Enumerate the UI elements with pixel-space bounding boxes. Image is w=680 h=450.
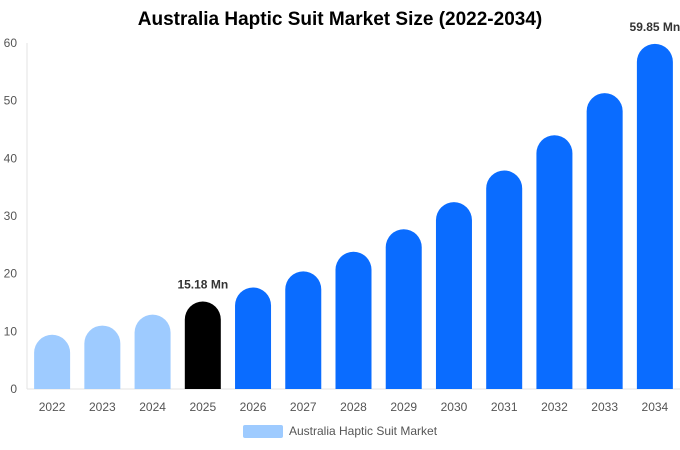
x-tick-label-2034: 2034 <box>642 400 669 414</box>
bar-2030[interactable] <box>435 202 472 389</box>
x-tick-label-2022: 2022 <box>39 400 66 414</box>
x-tick-label-2029: 2029 <box>390 400 417 414</box>
x-tick-label-2027: 2027 <box>290 400 317 414</box>
bar-2031[interactable] <box>486 170 523 389</box>
x-tick-label-2031: 2031 <box>491 400 518 414</box>
y-tick-label: 30 <box>4 209 18 223</box>
x-tick-label-2026: 2026 <box>240 400 267 414</box>
bar-2024[interactable] <box>134 314 171 389</box>
y-tick-label: 40 <box>4 151 18 165</box>
x-tick-label-2024: 2024 <box>139 400 166 414</box>
x-tick-label-2033: 2033 <box>591 400 618 414</box>
y-tick-label: 10 <box>4 324 18 338</box>
x-tick-label-2025: 2025 <box>189 400 216 414</box>
chart-title: Australia Haptic Suit Market Size (2022-… <box>137 9 543 30</box>
x-tick-label-2023: 2023 <box>89 400 116 414</box>
data-label-2034: 59.85 Mn <box>630 20 680 34</box>
bar-2027[interactable] <box>285 271 322 389</box>
y-tick-label: 50 <box>4 94 18 108</box>
x-tick-label-2030: 2030 <box>441 400 468 414</box>
y-tick-label: 0 <box>10 382 17 396</box>
y-tick-label: 60 <box>4 36 18 50</box>
legend-label: Australia Haptic Suit Market <box>288 424 438 438</box>
legend-swatch <box>242 424 283 438</box>
bar-2022[interactable] <box>34 334 71 389</box>
legend[interactable]: Australia Haptic Suit Market <box>0 424 680 438</box>
bar-2029[interactable] <box>385 229 422 389</box>
bar-2034[interactable] <box>636 43 673 390</box>
bar-2026[interactable] <box>235 287 272 389</box>
bar-2032[interactable] <box>536 135 573 389</box>
data-label-2025: 15.18 Mn <box>177 277 228 291</box>
y-tick-label: 20 <box>4 267 18 281</box>
bar-2028[interactable] <box>335 251 372 389</box>
x-tick-label-2028: 2028 <box>340 400 367 414</box>
bar-2033[interactable] <box>586 93 623 390</box>
bar-2025[interactable] <box>184 301 221 389</box>
bar-2023[interactable] <box>84 325 121 389</box>
x-tick-label-2032: 2032 <box>541 400 568 414</box>
